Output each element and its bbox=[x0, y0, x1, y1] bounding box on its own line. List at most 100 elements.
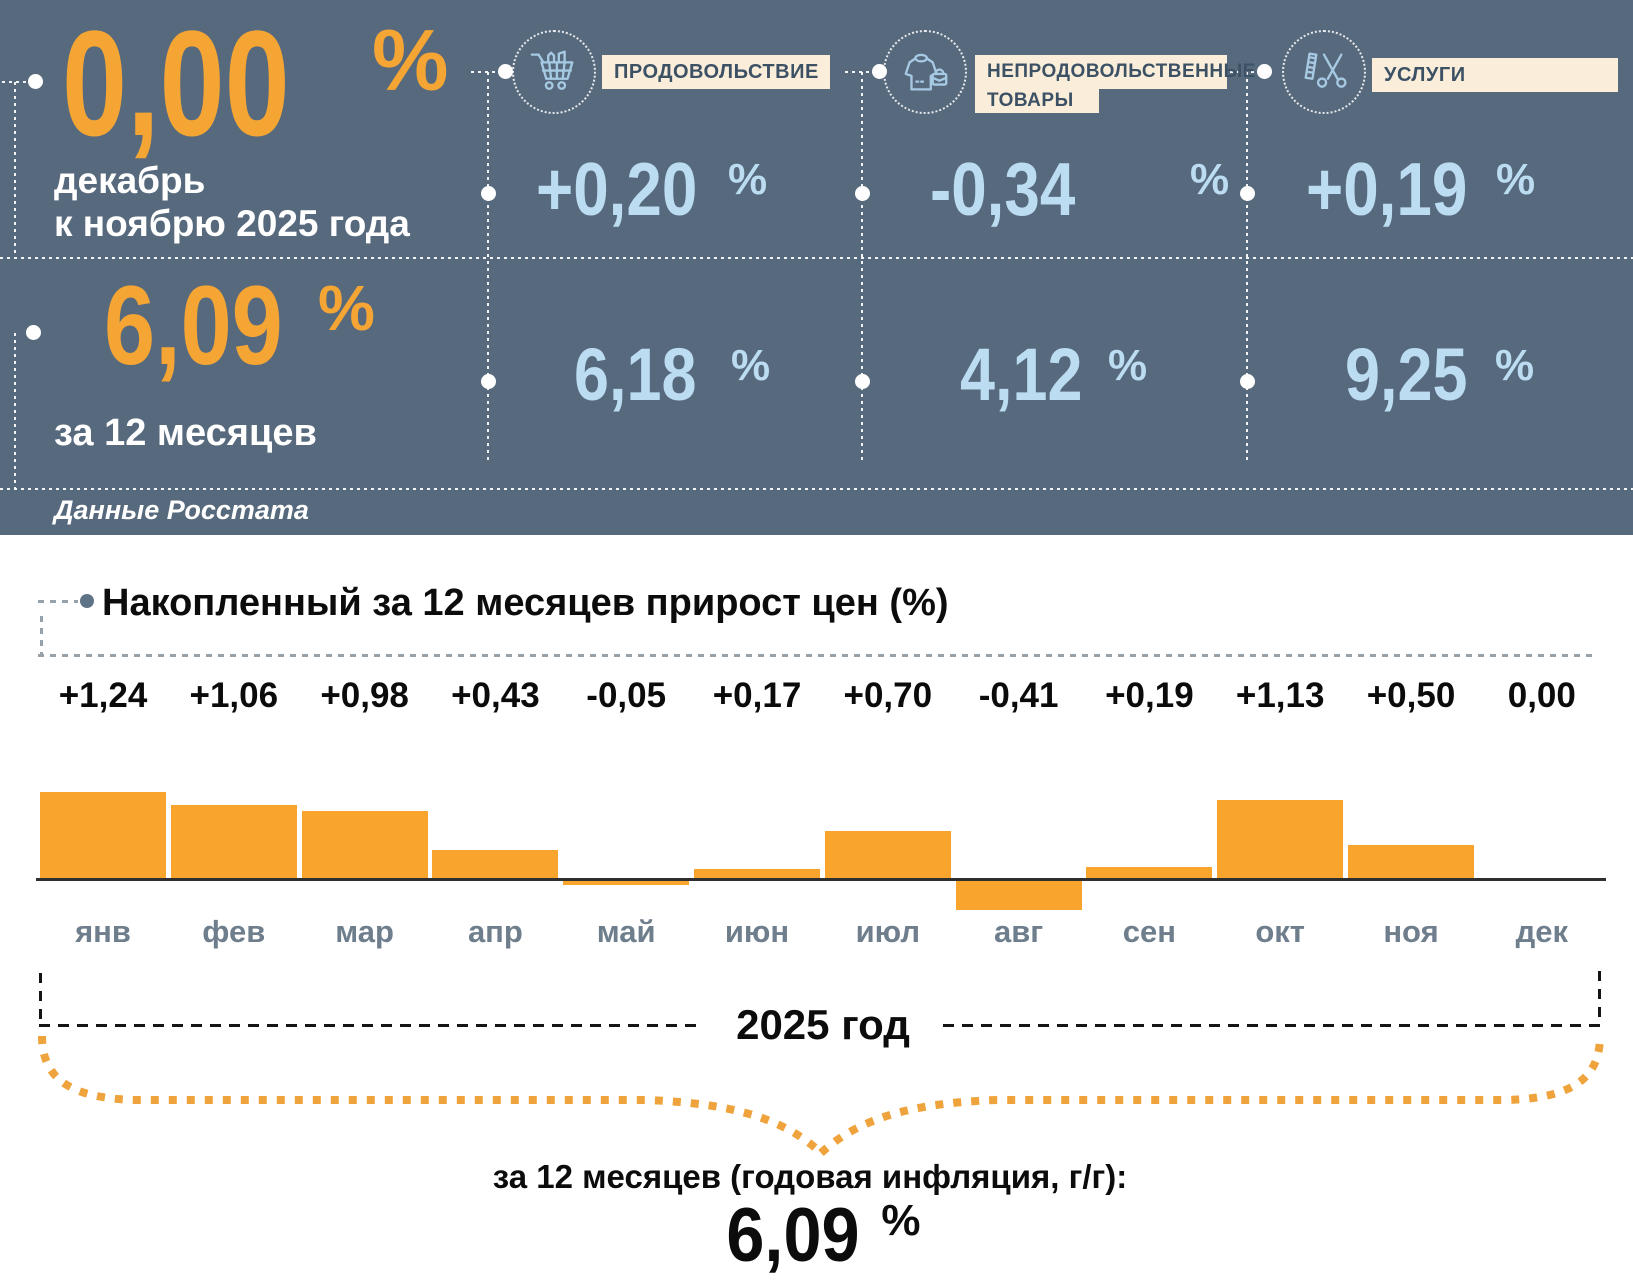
top-panel: 0,00 % декабрь к ноябрю 2025 года 6,09 %… bbox=[0, 0, 1633, 535]
dotted-stub bbox=[471, 71, 497, 73]
connector-dot bbox=[498, 64, 513, 79]
bar bbox=[563, 881, 690, 885]
headline-annual-caption: за 12 месяцев bbox=[54, 412, 317, 454]
nonfood-monthly-unit: % bbox=[1190, 155, 1230, 204]
services-monthly-value: +0,19 bbox=[1306, 147, 1468, 231]
dotted-border bbox=[14, 333, 16, 489]
bar bbox=[432, 850, 559, 881]
nonfood-annual-value: 4,12 bbox=[960, 333, 1083, 416]
column-divider bbox=[487, 72, 489, 463]
bar bbox=[40, 792, 166, 881]
bar bbox=[955, 881, 1082, 910]
nonfood-icon-circle bbox=[883, 30, 967, 114]
year-bracket-left-line bbox=[39, 1024, 703, 1027]
dotted-stub bbox=[845, 71, 871, 73]
nonfood-monthly-value: -0,34 bbox=[930, 147, 1076, 231]
connector-dot bbox=[481, 186, 496, 201]
connector-dot bbox=[855, 186, 870, 201]
year-bracket-right-line bbox=[943, 1024, 1601, 1027]
food-annual-unit: % bbox=[731, 341, 771, 390]
bar bbox=[1086, 867, 1213, 881]
footer-caption: за 12 месяцев (годовая инфляция, г/г): bbox=[492, 1158, 1128, 1195]
month-label: дек bbox=[1515, 914, 1569, 949]
clothing-icon bbox=[904, 53, 948, 91]
connector-dot bbox=[1240, 186, 1255, 201]
month-label: апр bbox=[467, 914, 523, 949]
headline-monthly-value: 0,00 bbox=[62, 0, 290, 167]
services-annual-value: 9,25 bbox=[1345, 333, 1468, 416]
headline-monthly-unit: % bbox=[372, 13, 449, 109]
month-label: сен bbox=[1122, 914, 1176, 949]
food-monthly-value: +0,20 bbox=[536, 147, 698, 231]
bottom-separator bbox=[0, 488, 1633, 490]
bar-value-label: +0,98 bbox=[320, 676, 409, 715]
bar-value-label: +1,13 bbox=[1235, 676, 1325, 715]
bar-value-label: +0,70 bbox=[843, 676, 933, 715]
connector-dot bbox=[1240, 374, 1255, 389]
month-label: янв bbox=[75, 914, 131, 949]
connector-dot bbox=[1257, 64, 1272, 79]
month-label: ноя bbox=[1383, 914, 1439, 949]
month-label: фев bbox=[202, 914, 266, 949]
column-divider bbox=[861, 72, 863, 463]
source-note: Данные Росстата bbox=[54, 495, 309, 525]
headline-annual-value: 6,09 bbox=[104, 263, 283, 388]
footer-annual-unit: % bbox=[881, 1196, 921, 1245]
footer-value-row: 6,09% bbox=[0, 1192, 1633, 1279]
month-label: окт bbox=[1255, 914, 1305, 949]
month-label: мар bbox=[335, 914, 394, 949]
bar bbox=[1348, 845, 1474, 881]
bar-value-label: -0,41 bbox=[978, 676, 1059, 715]
bar bbox=[301, 811, 428, 881]
connector-dot bbox=[28, 74, 43, 89]
cart-icon bbox=[530, 50, 574, 90]
nonfood-label-line2: ТОВАРЫ bbox=[975, 89, 1099, 113]
connector-dot bbox=[855, 374, 870, 389]
title-bracket-vertical bbox=[40, 616, 43, 654]
food-monthly-unit: % bbox=[728, 155, 768, 204]
scissors-comb-icon bbox=[1304, 52, 1347, 88]
bar-value-label: -0,05 bbox=[586, 676, 667, 715]
caption-line2: к ноябрю 2025 года bbox=[54, 202, 410, 244]
month-label: авг bbox=[993, 914, 1044, 949]
bar-value-label: +0,43 bbox=[451, 676, 540, 715]
title-dashes bbox=[38, 600, 78, 603]
services-monthly-unit: % bbox=[1496, 155, 1536, 204]
bar-value-label: +0,19 bbox=[1105, 676, 1194, 715]
bar bbox=[170, 805, 297, 881]
food-annual-value: 6,18 bbox=[574, 333, 697, 416]
year-label: 2025 год bbox=[736, 1001, 910, 1048]
chart-title: Накопленный за 12 месяцев прирост цен (%… bbox=[102, 582, 949, 624]
title-bullet bbox=[80, 594, 94, 608]
headline-monthly-caption: декабрь к ноябрю 2025 года bbox=[54, 160, 410, 245]
footer-annual-value: 6,09 bbox=[726, 1193, 860, 1278]
nonfood-label-line1: НЕПРОДОВОЛЬСТВЕННЫЕ bbox=[975, 55, 1255, 89]
dotted-stub bbox=[1230, 71, 1256, 73]
food-icon-circle bbox=[512, 30, 596, 114]
bar-value-label: +1,06 bbox=[189, 676, 279, 715]
year-bracket-left-tick bbox=[39, 973, 42, 1025]
caption-line1: декабрь bbox=[54, 160, 206, 201]
title-bracket-horizontal bbox=[38, 654, 1596, 657]
bar bbox=[824, 831, 951, 881]
month-label: июн bbox=[724, 914, 790, 949]
food-label: ПРОДОВОЛЬСТВИЕ bbox=[602, 55, 830, 89]
month-label: май bbox=[596, 914, 656, 949]
dotted-border bbox=[14, 82, 16, 256]
column-divider bbox=[1246, 72, 1248, 463]
bar-value-label: +0,50 bbox=[1366, 676, 1456, 715]
row-separator bbox=[0, 257, 1633, 259]
nonfood-annual-unit: % bbox=[1108, 341, 1148, 390]
chart-baseline bbox=[36, 878, 1606, 881]
bar bbox=[1217, 800, 1344, 881]
connector-dot bbox=[26, 325, 41, 340]
year-bracket-right-tick bbox=[1598, 971, 1601, 1024]
connector-dot bbox=[481, 374, 496, 389]
bar-value-label: +0,17 bbox=[712, 676, 802, 715]
bar-value-label: +1,24 bbox=[58, 676, 148, 715]
services-icon-circle bbox=[1282, 30, 1366, 114]
headline-annual-unit: % bbox=[318, 272, 375, 344]
services-annual-unit: % bbox=[1495, 341, 1535, 390]
